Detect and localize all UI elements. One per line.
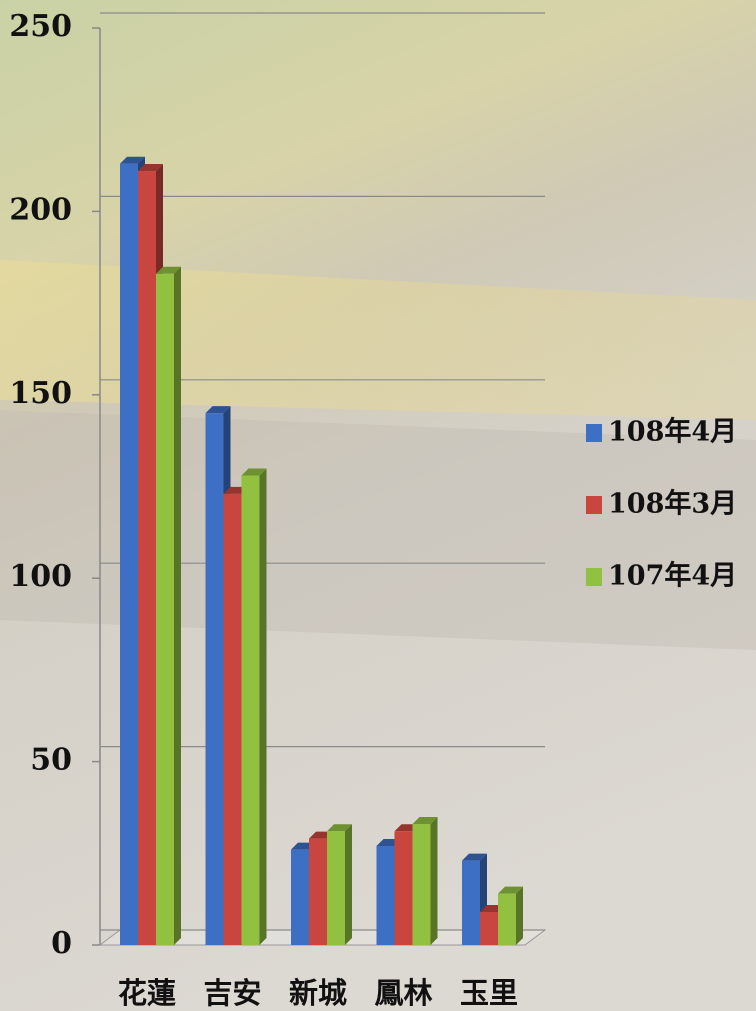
bar	[138, 171, 156, 945]
bar-top	[120, 156, 145, 164]
bar-side	[516, 886, 523, 945]
y-tick-label: 100	[9, 559, 72, 594]
bar-top	[138, 164, 163, 172]
background-band	[0, 410, 756, 650]
bar	[156, 273, 174, 946]
bar-top	[205, 406, 231, 414]
x-tick-label: 吉安	[203, 976, 261, 1010]
bar	[223, 493, 242, 945]
bar-top	[498, 886, 523, 894]
x-tick-label: 鳳林	[374, 976, 432, 1010]
x-tick-label: 新城	[289, 976, 347, 1010]
bar	[394, 831, 413, 945]
y-tick-label: 200	[9, 192, 72, 227]
bar-side	[430, 816, 438, 945]
bar	[241, 475, 260, 945]
bar	[480, 911, 498, 945]
legend-swatch	[586, 424, 602, 442]
y-tick-label: 250	[9, 9, 72, 44]
x-tick-label: 花蓮	[118, 976, 176, 1010]
legend-label: 108年4月	[608, 416, 737, 448]
bar	[309, 838, 327, 945]
bar	[376, 845, 395, 945]
x-tick-label: 玉里	[460, 976, 518, 1010]
bar	[327, 831, 345, 945]
bar-top	[241, 468, 267, 476]
legend-swatch	[586, 496, 602, 514]
bar	[462, 860, 480, 945]
bar-top	[462, 853, 487, 861]
bar-top	[412, 816, 438, 824]
bar	[205, 413, 224, 945]
y-tick-label: 50	[30, 743, 72, 778]
bar	[291, 849, 309, 945]
y-tick-label: 0	[51, 926, 72, 961]
bar-side	[345, 824, 352, 945]
legend-label: 107年4月	[608, 560, 737, 592]
legend-swatch	[586, 568, 602, 586]
bar-top	[327, 824, 352, 832]
bar	[120, 163, 138, 945]
legend-label: 108年3月	[608, 488, 737, 520]
y-tick-label: 150	[9, 376, 72, 411]
bar-top	[156, 266, 181, 274]
bar	[498, 893, 516, 945]
bar	[412, 823, 431, 945]
bar-side	[259, 468, 267, 945]
bar-side	[174, 266, 181, 946]
